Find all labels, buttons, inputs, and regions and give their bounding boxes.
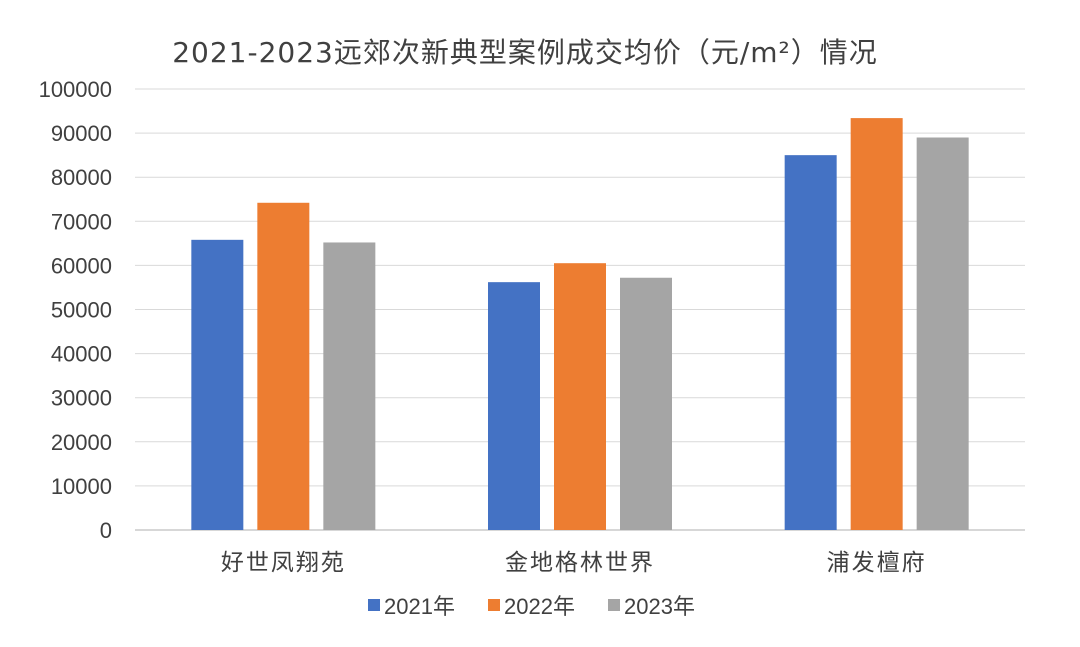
y-tick-label: 80000 [51,165,112,190]
y-tick-label: 90000 [51,121,112,146]
x-tick-label: 浦发檀府 [827,550,927,576]
x-tick-label: 好世凤翔苑 [221,550,346,576]
y-tick-label: 100000 [39,77,112,102]
legend-label: 2023年 [624,594,695,619]
chart-title: 2021-2023远郊次新典型案例成交均价（元/m²）情况 [172,36,878,69]
legend-label: 2022年 [504,594,575,619]
y-axis-ticks: 0 10000 20000 30000 40000 50000 60000 70000 8000… [39,77,112,543]
bar [784,155,837,530]
y-tick-label: 60000 [51,253,112,278]
bar [257,202,310,530]
y-tick-label: 40000 [51,342,112,367]
bars [191,118,969,530]
bar [850,118,903,530]
bar [554,263,606,530]
bar [488,282,540,530]
y-tick-label: 30000 [51,386,112,411]
y-tick-label: 70000 [51,209,112,234]
legend-swatch [368,599,380,611]
y-tick-label: 20000 [51,430,112,455]
legend-swatch [488,599,500,611]
y-tick-label: 0 [100,518,112,543]
bar [323,242,376,530]
y-tick-label: 10000 [51,474,112,499]
bar [916,137,969,530]
bar [191,239,244,530]
bar [620,277,672,530]
legend: 2021年 2022年 2023年 [368,594,695,619]
legend-swatch [608,599,620,611]
x-axis-ticks: 好世凤翔苑 金地格林世界 浦发檀府 [221,550,927,576]
y-tick-label: 50000 [51,298,112,323]
x-tick-label: 金地格林世界 [505,550,655,576]
legend-label: 2021年 [384,594,455,619]
